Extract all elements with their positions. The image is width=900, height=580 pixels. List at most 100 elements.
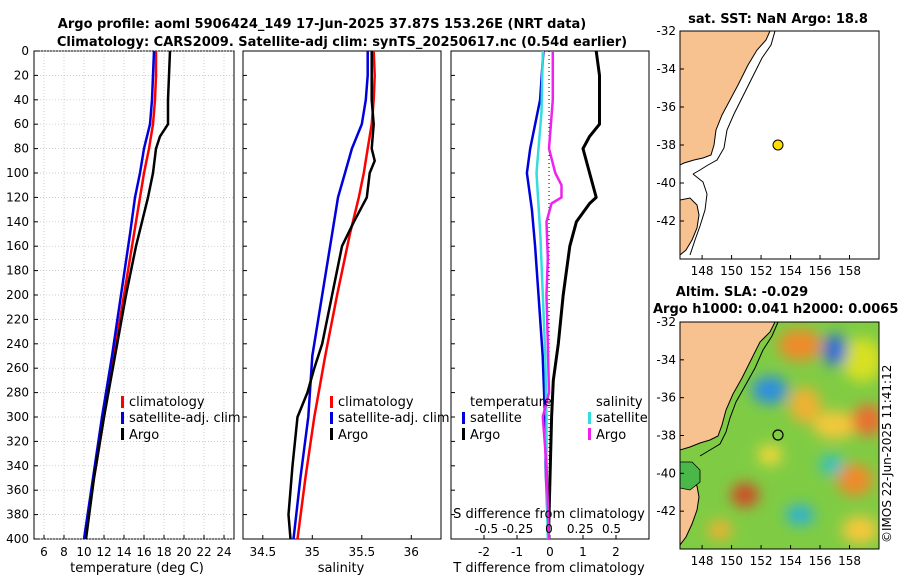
title-line-1: Argo profile: aoml 5906424_149 17-Jun-20… [58, 17, 586, 32]
argo-float-marker [772, 139, 784, 151]
y-tick-label: 340 [6, 459, 29, 473]
sla-high [789, 387, 821, 423]
sla-high [731, 483, 759, 507]
y-tick-label: 0 [21, 44, 29, 58]
x-tick-label: 14 [116, 545, 131, 559]
map-lon-label: 148 [691, 554, 714, 568]
sla-high [837, 464, 873, 496]
salinity-tick-label: 0 [545, 522, 553, 536]
sst-map-title: sat. SST: NaN Argo: 18.8 [688, 12, 868, 27]
y-tick-label: 240 [6, 337, 29, 351]
sla-high [778, 329, 822, 361]
y-tick-label: 380 [6, 508, 29, 522]
y-tick-label: 220 [6, 312, 29, 326]
legend-title-salinity: salinity [596, 395, 643, 410]
temperature-panel: 0 20 40 60 80 100 120 140 160 180 200 220 240 260 280 3… [6, 44, 241, 576]
x-tick-label: 20 [176, 545, 191, 559]
series-t-argo [546, 51, 601, 539]
x-tick-label: 35.5 [348, 545, 375, 559]
x-tick-label: 35 [305, 545, 320, 559]
legend-swatch-s-satellite [588, 412, 591, 424]
salinity-tick-label: -0.5 [475, 522, 498, 536]
salinity-xlabel: salinity [318, 561, 365, 576]
legend-label-t-argo: Argo [470, 428, 500, 443]
salinity-difference-label: S difference from climatology [453, 507, 645, 522]
salinity-tick-label: 0.25 [567, 522, 594, 536]
temperature-xlabel: temperature (deg C) [70, 561, 204, 576]
land-mass [680, 322, 776, 451]
difference-panel: -2 -1 0 1 2 temperature satellite Argo salin… [450, 50, 650, 576]
legend-swatch-t-satellite [462, 412, 465, 424]
y-tick-label: 140 [6, 215, 29, 229]
y-tick-label: 260 [6, 361, 29, 375]
x-tick-label: 6 [40, 545, 48, 559]
series-argo [287, 51, 376, 539]
land-mass-south [680, 197, 700, 256]
legend-swatch-climatology [121, 396, 124, 408]
x-tick-label: 16 [136, 545, 151, 559]
salinity-tick-label: -0.25 [502, 522, 533, 536]
legend-label-climatology: climatology [129, 395, 205, 410]
series-satellite-adj [292, 51, 369, 539]
x-tick-label: 2 [612, 545, 620, 559]
y-tick-label: 300 [6, 410, 29, 424]
sst-map: sat. SST: NaN Argo: 18.8 148 150 152 154 156… [656, 12, 880, 278]
map-lon-label: 154 [779, 264, 802, 278]
y-tick-label: 120 [6, 190, 29, 204]
legend-label-climatology: climatology [338, 395, 414, 410]
map-lat-label: -32 [656, 24, 676, 38]
difference-legend-salinity: salinity satellite Argo [588, 395, 648, 443]
salinity-panel-frame [242, 50, 442, 540]
x-tick-label: -1 [511, 545, 523, 559]
x-tick-label: 0 [546, 545, 554, 559]
x-tick-label: -2 [478, 545, 490, 559]
map-lon-label: 150 [720, 264, 743, 278]
legend-title-temperature: temperature [470, 395, 552, 410]
argo-float-marker [772, 429, 784, 441]
map-lat-label: -42 [656, 214, 676, 228]
map-lon-label: 152 [750, 554, 773, 568]
map-lat-label: -38 [656, 138, 676, 152]
x-tick-label: 18 [156, 545, 171, 559]
legend-swatch-climatology [330, 396, 333, 408]
legend-label-satellite: satellite-adj. clim [129, 411, 241, 426]
legend-swatch-argo [330, 428, 333, 440]
imos-credit: ©IMOS 22-Jun-2025 11:41:12 [880, 365, 894, 543]
map-lat-label: -42 [656, 504, 676, 518]
sla-high [813, 411, 857, 439]
y-tick-label: 200 [6, 288, 29, 302]
y-tick-label: 400 [6, 532, 29, 546]
map-lon-label: 154 [779, 554, 802, 568]
salinity-legend: climatology satellite-adj. clim Argo [330, 395, 450, 443]
x-tick-label: 34.5 [249, 545, 276, 559]
salinity-tick-label: 0.5 [602, 522, 621, 536]
series-s-argo [541, 51, 563, 539]
sla-map-subtitle: Argo h1000: 0.041 h2000: 0.0065 [653, 302, 898, 317]
sla-low [786, 505, 814, 525]
difference-xlabel: T difference from climatology [452, 561, 645, 576]
sla-low [820, 455, 844, 475]
map-lat-label: -40 [656, 176, 676, 190]
sla-inlet [680, 461, 701, 491]
sla-high [842, 516, 878, 544]
sla-low [752, 376, 788, 404]
map-lon-label: 158 [838, 264, 861, 278]
legend-label-t-satellite: satellite [470, 411, 522, 426]
y-tick-label: 280 [6, 386, 29, 400]
temperature-legend: climatology satellite-adj. clim Argo [121, 395, 241, 443]
map-lon-label: 158 [838, 554, 861, 568]
y-tick-label: 60 [14, 117, 29, 131]
x-tick-label: 8 [60, 545, 68, 559]
map-lon-label: 152 [750, 264, 773, 278]
legend-label-satellite: satellite-adj. clim [338, 411, 450, 426]
series-argo [84, 51, 172, 539]
map-lon-label: 148 [691, 264, 714, 278]
sla-moderate [758, 445, 782, 465]
legend-swatch-argo [121, 428, 124, 440]
salinity-panel: 34.5 35 35.5 36 climatology satellite-adj. … [242, 50, 450, 576]
map-lat-label: -34 [656, 62, 676, 76]
x-tick-label: 24 [216, 545, 231, 559]
map-lat-label: -40 [656, 466, 676, 480]
legend-label-s-argo: Argo [596, 428, 626, 443]
y-tick-label: 100 [6, 166, 29, 180]
